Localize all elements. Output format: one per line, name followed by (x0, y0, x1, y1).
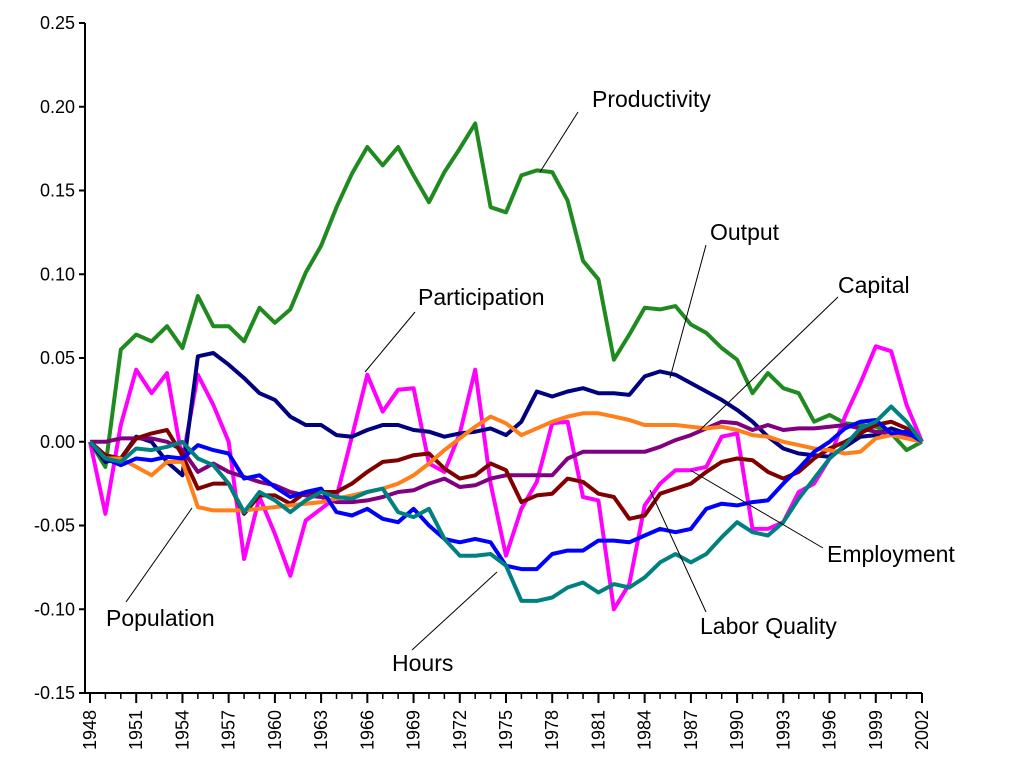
series-label: Labor Quality (700, 613, 837, 639)
y-tick-label: -0.15 (34, 683, 75, 703)
x-tick-label: 1975 (496, 710, 516, 750)
x-tick-label: 1990 (727, 710, 747, 750)
leader-line (411, 571, 498, 651)
x-tick-label: 1987 (681, 710, 701, 750)
series-label: Participation (418, 284, 545, 310)
leader-line (125, 507, 193, 603)
y-tick-label: -0.10 (34, 599, 75, 619)
x-tick-label: 1957 (219, 710, 239, 750)
leader-line (689, 469, 824, 549)
x-tick-label: 1999 (866, 710, 886, 750)
series-label: Capital (838, 272, 910, 298)
series-label: Output (710, 219, 780, 245)
leader-line (649, 489, 707, 613)
y-tick-label: 0.05 (40, 348, 75, 368)
y-tick-label: 0.20 (40, 97, 75, 117)
y-tick-label: -0.05 (34, 516, 75, 536)
series-label: Employment (827, 541, 955, 567)
x-tick-label: 1963 (311, 710, 331, 750)
leader-line (669, 244, 707, 379)
y-tick-label: 0.00 (40, 432, 75, 452)
leader-line (364, 311, 416, 373)
x-tick-label: 1954 (172, 710, 192, 750)
x-tick-label: 1984 (635, 710, 655, 750)
series-label: Productivity (592, 86, 711, 112)
x-tick-label: 1966 (357, 710, 377, 750)
series-line (88, 121, 923, 469)
series-label: Population (106, 605, 215, 631)
series-line (88, 404, 924, 603)
series-line (88, 351, 923, 478)
series-label: Hours (392, 650, 453, 676)
x-tick-label: 1978 (542, 710, 562, 750)
x-tick-label: 1996 (820, 710, 840, 750)
leader-line (539, 111, 579, 173)
x-tick-label: 1972 (450, 710, 470, 750)
y-tick-label: 0.15 (40, 181, 75, 201)
x-tick-label: 1993 (773, 710, 793, 750)
x-tick-label: 1948 (80, 710, 100, 750)
x-tick-label: 2002 (912, 710, 932, 750)
x-tick-label: 1981 (588, 710, 608, 750)
x-tick-label: 1960 (265, 710, 285, 750)
y-tick-label: 0.25 (40, 13, 75, 33)
x-tick-label: 1951 (126, 710, 146, 750)
series-line (88, 411, 923, 513)
x-tick-label: 1969 (404, 710, 424, 750)
leader-line (699, 296, 839, 431)
series-line (90, 419, 923, 505)
y-tick-label: 0.10 (40, 264, 75, 284)
